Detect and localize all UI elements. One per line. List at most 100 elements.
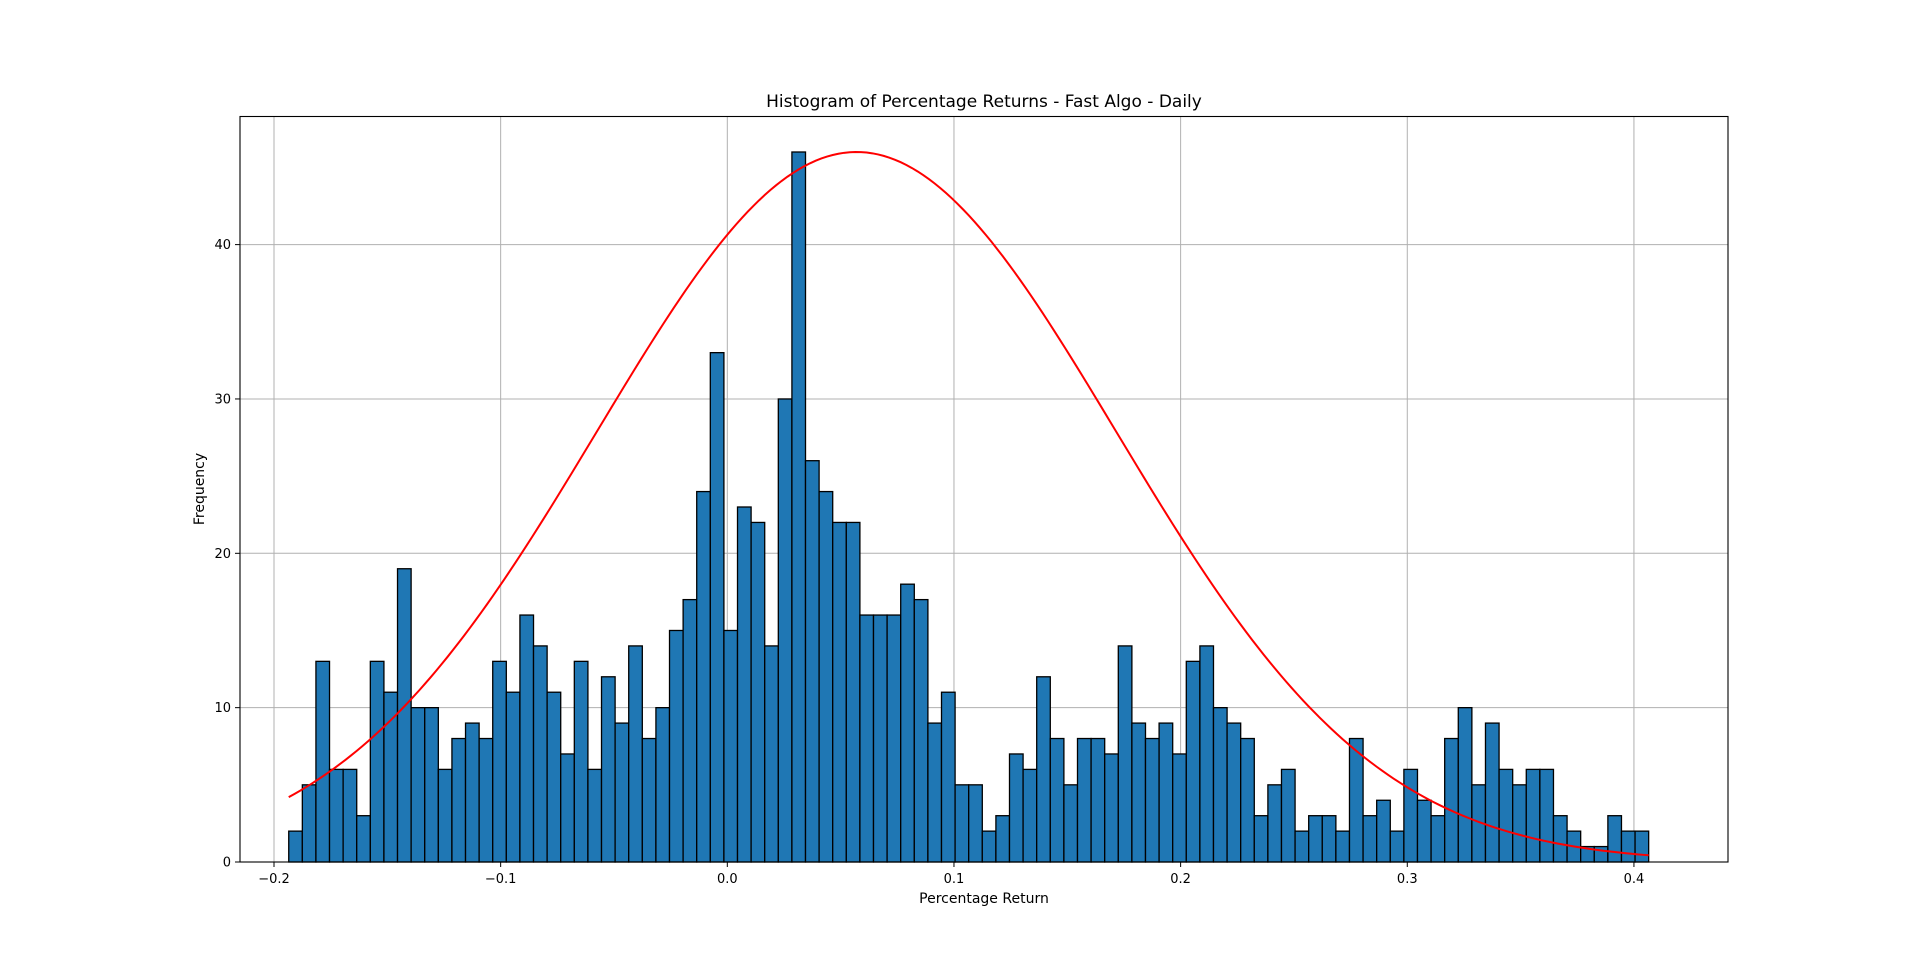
histogram-bar — [940, 691, 956, 863]
chart-title: Histogram of Percentage Returns - Fast A… — [766, 92, 1202, 112]
histogram-bar — [1172, 753, 1187, 863]
histogram-bar — [437, 768, 453, 863]
histogram-bar — [1090, 737, 1106, 863]
histogram-bar — [560, 753, 575, 863]
grid — [240, 116, 1728, 863]
normal-fit-curve — [288, 151, 1649, 857]
histogram-bar — [1199, 645, 1215, 863]
histogram-bar — [1212, 707, 1228, 863]
x-tick-label: 0.3 — [1397, 872, 1418, 887]
histogram-bar — [859, 614, 875, 863]
histogram-bar — [981, 830, 997, 863]
histogram-bar — [315, 660, 331, 863]
histogram-bar — [750, 521, 766, 863]
y-tick-label: 30 — [214, 392, 231, 407]
y-tick-label: 10 — [214, 701, 231, 716]
histogram-bar — [832, 521, 847, 863]
histogram-bar — [1036, 676, 1051, 863]
histogram-bar — [872, 614, 888, 863]
normal-fit-line — [288, 151, 1649, 857]
histogram-bar — [546, 691, 562, 863]
histogram-bar — [764, 645, 779, 863]
histogram-bar — [1525, 768, 1541, 863]
histogram-bar — [1022, 768, 1038, 863]
histogram-bar — [1539, 768, 1555, 863]
histogram-bar — [1376, 799, 1391, 863]
histogram-bar — [1008, 753, 1024, 863]
y-tick-label: 0 — [223, 856, 231, 871]
histogram-bar — [396, 568, 412, 863]
histogram-bar — [1076, 737, 1092, 863]
histogram-bar — [342, 768, 358, 863]
histogram-bars — [288, 151, 1650, 863]
histogram-bar — [1226, 722, 1242, 863]
histogram-bar — [845, 521, 861, 863]
y-tick-label: 40 — [214, 238, 231, 253]
histogram-bar — [614, 722, 630, 863]
y-axis-ticks: 0 10 20 30 40 — [214, 238, 240, 871]
histogram-bar — [1267, 784, 1283, 863]
histogram-bar — [723, 629, 739, 863]
histogram-bar — [736, 506, 752, 863]
histogram-bar — [464, 722, 480, 863]
histogram-bar — [1607, 815, 1623, 863]
histogram-bar — [288, 830, 303, 863]
histogram-bar — [927, 722, 943, 863]
histogram-bar — [1484, 722, 1500, 863]
histogram-bar — [492, 660, 507, 863]
histogram-bar — [519, 614, 535, 863]
histogram-bar — [641, 737, 657, 863]
histogram-bar — [968, 784, 983, 863]
histogram-bar — [1512, 784, 1527, 863]
histogram-bar — [505, 691, 521, 863]
histogram-bar — [1335, 830, 1351, 863]
histogram-bar — [628, 645, 643, 863]
histogram-bar — [410, 707, 426, 863]
histogram-bar — [1253, 815, 1269, 863]
x-axis-ticks: −0.2 −0.1 0.0 0.1 0.2 0.3 0.4 — [258, 862, 1644, 887]
histogram-bar — [1457, 707, 1473, 863]
histogram-bar — [709, 352, 725, 863]
histogram-bar — [1240, 737, 1255, 863]
histogram-bar — [886, 614, 902, 863]
histogram-bar — [1348, 737, 1364, 863]
histogram-bar — [587, 768, 603, 863]
histogram-bar — [1294, 830, 1310, 863]
histogram-bar — [913, 598, 929, 863]
histogram-bar — [600, 676, 616, 863]
histogram-bar — [1634, 830, 1650, 863]
histogram-bar — [1362, 815, 1378, 863]
histogram-bar — [791, 151, 807, 863]
histogram-bar — [1280, 768, 1296, 863]
histogram-bar — [1117, 645, 1133, 863]
histogram-bar — [478, 737, 494, 863]
histogram-bar — [818, 490, 834, 863]
histogram-bar — [1430, 815, 1446, 863]
x-tick-label: 0.1 — [944, 872, 965, 887]
histogram-bar — [1308, 815, 1323, 863]
histogram-bar — [1552, 815, 1568, 863]
histogram-bar — [1498, 768, 1514, 863]
histogram-bar — [655, 707, 671, 863]
x-tick-label: −0.1 — [485, 872, 517, 887]
histogram-bar — [369, 660, 385, 863]
histogram-bar — [356, 815, 371, 863]
histogram-bar — [900, 583, 915, 863]
histogram-bar — [1389, 830, 1405, 863]
histogram-bar — [682, 598, 698, 863]
histogram-bar — [777, 398, 793, 863]
x-tick-label: 0.4 — [1624, 872, 1645, 887]
histogram-bar — [1620, 830, 1636, 863]
y-tick-label: 20 — [214, 547, 231, 562]
histogram-bar — [668, 629, 684, 863]
histogram-bar — [1144, 737, 1160, 863]
histogram-bar — [1444, 737, 1459, 863]
x-tick-label: 0.0 — [717, 872, 738, 887]
x-axis-label: Percentage Return — [919, 891, 1049, 907]
histogram-bar — [1185, 660, 1201, 863]
x-tick-label: 0.2 — [1170, 872, 1191, 887]
histogram-bar — [1158, 722, 1174, 863]
x-tick-label: −0.2 — [258, 872, 290, 887]
plot-frame — [239, 115, 1729, 863]
